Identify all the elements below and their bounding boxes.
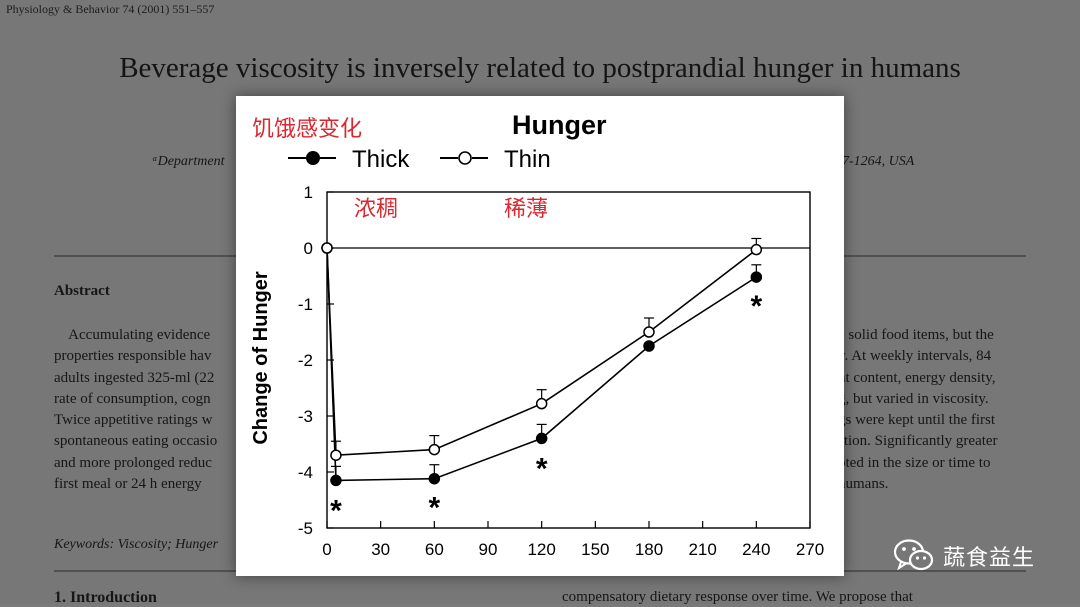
legend-label-thin: Thin xyxy=(504,146,551,173)
data-point-thin xyxy=(428,443,441,456)
data-point-thin xyxy=(643,326,655,338)
affiliation-left: ᵃDepartment xyxy=(152,154,225,169)
data-point-thin xyxy=(330,449,342,461)
x-tick-label: 60 xyxy=(425,540,444,559)
x-tick-label: 180 xyxy=(635,540,663,559)
x-tick-label: 90 xyxy=(479,540,498,559)
keywords: Keywords: Viscosity; Hunger xyxy=(54,537,219,552)
data-point-thick xyxy=(750,271,763,283)
data-point-thin xyxy=(750,243,763,256)
watermark-text: 蔬食益生 xyxy=(943,546,1036,571)
x-tick-label: 0 xyxy=(322,540,331,559)
abstract-text-right: e solid food items, but the y. At weekly… xyxy=(838,327,998,493)
x-tick-label: 240 xyxy=(742,540,770,559)
abstract-heading: Abstract xyxy=(54,283,110,299)
significance-marker: * xyxy=(536,452,548,485)
plot-area: 1 0 -1 -2 -3 -4 -5 0 30 60 90 120 150 180 210 240 270 * * *… xyxy=(298,183,824,559)
y-tick-label: -2 xyxy=(298,351,313,370)
thick-annotation-cn: 浓稠 xyxy=(354,197,398,222)
y-tick-label: -4 xyxy=(298,463,313,482)
series-line-thick xyxy=(326,247,757,482)
data-point-thick xyxy=(330,474,342,487)
abstract-text-left: Accumulating evidence properties respons… xyxy=(54,327,218,493)
wechat-icon xyxy=(893,539,934,571)
journal-citation: Physiology & Behavior 74 (2001) 551–557 xyxy=(6,2,215,16)
affiliation-right: 7-1264, USA xyxy=(842,154,915,169)
data-point-thin xyxy=(321,242,333,254)
x-tick-label: 270 xyxy=(796,540,824,559)
legend-marker-thick xyxy=(306,151,320,165)
x-tick-label: 120 xyxy=(527,540,555,559)
series-line-thin xyxy=(326,247,757,457)
paper-title: Beverage viscosity is inversely related … xyxy=(119,52,961,84)
watermark: 蔬食益生 xyxy=(893,536,1035,576)
intro-text: compensatory dietary response over time.… xyxy=(562,589,913,605)
y-tick-label: 0 xyxy=(304,239,313,258)
y-tick-label: -5 xyxy=(298,519,313,538)
hunger-chart: 饥饿感变化 Hunger Thick Thin Change of Hunger… xyxy=(250,110,824,559)
legend-marker-thin xyxy=(458,151,472,165)
data-point-thick xyxy=(535,432,548,445)
intro-heading: 1. Introduction xyxy=(54,589,157,606)
data-point-thick xyxy=(643,340,655,352)
y-axis-label: Change of Hunger xyxy=(250,271,272,445)
y-tick-label: -3 xyxy=(298,407,313,426)
significance-marker: * xyxy=(750,290,762,323)
y-tick-label: -1 xyxy=(298,295,313,314)
significance-marker: * xyxy=(428,492,440,525)
thin-annotation-cn: 稀薄 xyxy=(504,197,548,222)
plot-frame xyxy=(326,191,811,529)
data-point-thick xyxy=(428,472,441,485)
y-tick-label: 1 xyxy=(304,183,313,202)
legend-label-thick: Thick xyxy=(352,146,410,173)
data-point-thin xyxy=(535,397,548,410)
x-tick-label: 210 xyxy=(688,540,716,559)
significance-marker: * xyxy=(330,494,342,527)
chart-card: 饥饿感变化 Hunger Thick Thin Change of Hunger… xyxy=(236,96,844,576)
x-tick-label: 30 xyxy=(371,540,390,559)
chart-title: Hunger xyxy=(512,110,607,140)
title-annotation-cn: 饥饿感变化 xyxy=(252,117,362,142)
x-tick-label: 150 xyxy=(581,540,609,559)
